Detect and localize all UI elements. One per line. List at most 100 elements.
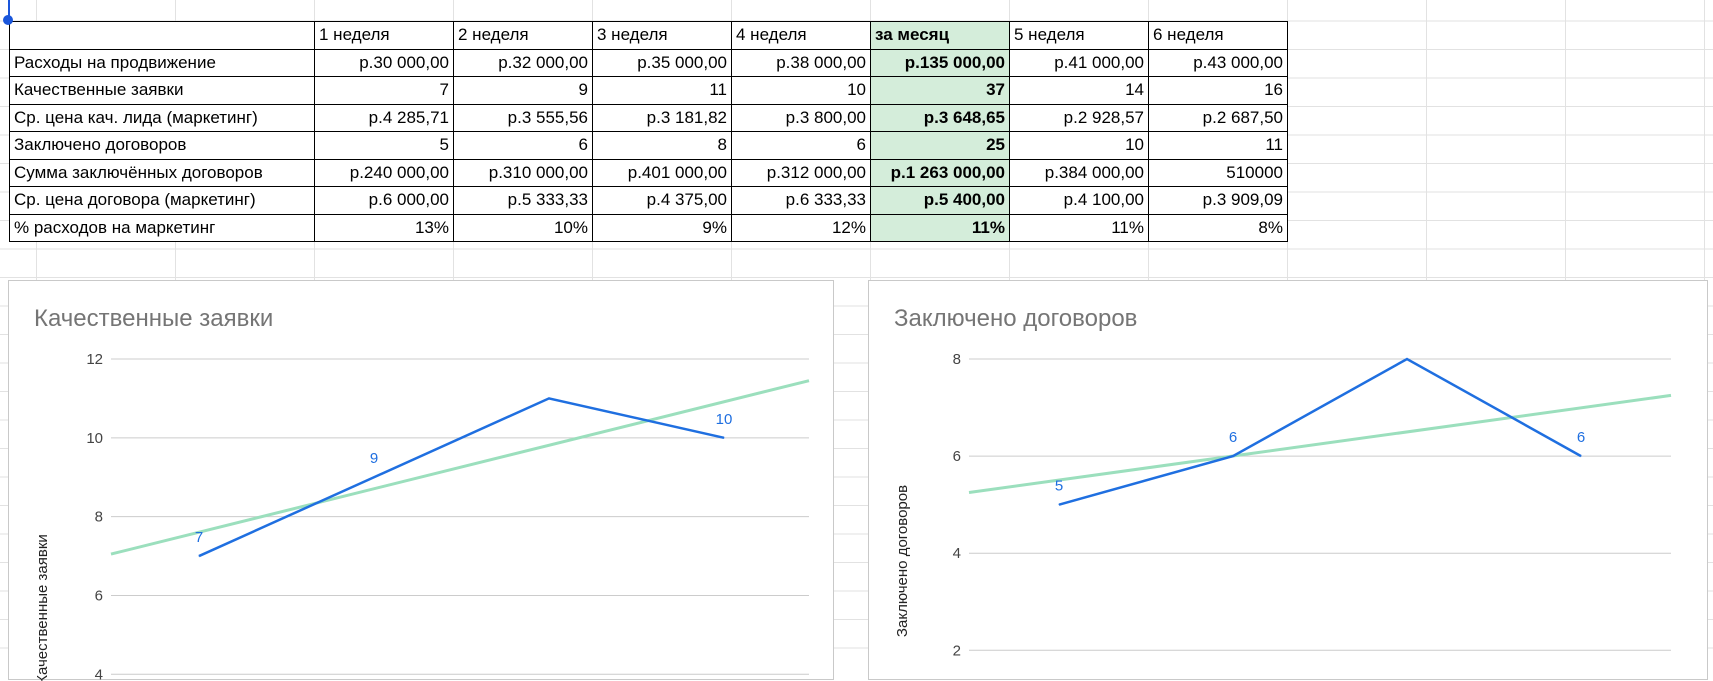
row-label-cell[interactable]: Ср. цена договора (маркетинг) <box>9 186 315 215</box>
trendline <box>110 379 810 556</box>
data-point <box>723 437 725 439</box>
selection-handle-line[interactable] <box>8 0 10 20</box>
column-header-cell[interactable]: 3 неделя <box>592 21 732 50</box>
chart-plot: 4 6 8 10 12 Качественные заявки 7 9 10 <box>34 351 810 681</box>
column-header-cell[interactable]: 6 неделя <box>1148 21 1288 50</box>
table-row: Качественные заявки 7 9 11 10 37 14 16 <box>9 76 1288 105</box>
table-row: Ср. цена кач. лида (маркетинг) р.4 285,71… <box>9 103 1288 132</box>
column-header-cell[interactable]: 1 неделя <box>314 21 454 50</box>
y-tick-label: 8 <box>953 351 961 368</box>
value-cell[interactable]: 11% <box>870 213 1010 242</box>
y-tick-label: 6 <box>95 587 103 604</box>
data-label: 5 <box>1055 478 1063 495</box>
value-cell[interactable]: р.4 375,00 <box>592 186 732 215</box>
value-cell[interactable]: 9 <box>453 76 593 105</box>
data-point <box>1406 358 1408 360</box>
value-cell[interactable]: р.312 000,00 <box>731 158 871 187</box>
chart-title: Заключено договоров <box>894 305 1138 332</box>
value-cell[interactable]: р.43 000,00 <box>1148 48 1288 77</box>
value-cell[interactable]: р.401 000,00 <box>592 158 732 187</box>
value-cell[interactable]: 14 <box>1009 76 1149 105</box>
value-cell[interactable]: 11 <box>592 76 732 105</box>
y-tick-label: 6 <box>953 448 961 465</box>
column-header-cell[interactable]: за месяц <box>870 21 1010 50</box>
value-cell[interactable]: 16 <box>1148 76 1288 105</box>
chart-title: Качественные заявки <box>34 305 274 332</box>
value-cell[interactable]: 6 <box>453 131 593 160</box>
header-row: 1 неделя 2 неделя 3 неделя 4 неделя за месяц… <box>9 21 1288 50</box>
value-cell[interactable]: 25 <box>870 131 1010 160</box>
value-cell[interactable]: 10 <box>1009 131 1149 160</box>
value-cell[interactable]: р.2 687,50 <box>1148 103 1288 132</box>
chart-quality-leads[interactable]: Качественные заявки 4 6 8 10 12 Качественные … <box>8 280 834 681</box>
value-cell[interactable]: 8% <box>1148 213 1288 242</box>
value-cell[interactable]: р.310 000,00 <box>453 158 593 187</box>
value-cell[interactable]: р.3 648,65 <box>870 103 1010 132</box>
y-tick-label: 4 <box>95 666 103 681</box>
value-cell[interactable]: р.6 333,33 <box>731 186 871 215</box>
value-cell[interactable]: 6 <box>731 131 871 160</box>
y-tick-label: 2 <box>953 642 961 659</box>
row-label-cell[interactable]: Заключено договоров <box>9 131 315 160</box>
value-cell[interactable]: р.135 000,00 <box>870 48 1010 77</box>
value-cell[interactable]: р.3 909,09 <box>1148 186 1288 215</box>
chart-plot: 2 4 6 8 Заключено договоров 5 6 6 <box>894 351 1672 659</box>
data-label: 9 <box>370 450 378 467</box>
table-row: % расходов на маркетинг 13% 10% 9% 12% 11% 11%… <box>9 213 1288 242</box>
value-cell[interactable]: 7 <box>314 76 454 105</box>
value-cell[interactable]: р.4 285,71 <box>314 103 454 132</box>
data-point <box>373 476 375 478</box>
column-header-cell[interactable]: 4 неделя <box>731 21 871 50</box>
data-point <box>548 397 550 399</box>
chart-contracts[interactable]: Заключено договоров 2 4 6 8 Заключено догово… <box>868 280 1708 680</box>
column-header-cell[interactable]: 5 неделя <box>1009 21 1149 50</box>
value-cell[interactable]: 9% <box>592 213 732 242</box>
value-cell[interactable]: р.35 000,00 <box>592 48 732 77</box>
row-label-cell[interactable]: % расходов на маркетинг <box>9 213 315 242</box>
value-cell[interactable]: р.30 000,00 <box>314 48 454 77</box>
value-cell[interactable]: р.32 000,00 <box>453 48 593 77</box>
value-cell[interactable]: р.6 000,00 <box>314 186 454 215</box>
value-cell[interactable]: 10% <box>453 213 593 242</box>
table-row: Заключено договоров 5 6 8 6 25 10 11 <box>9 131 1288 160</box>
value-cell[interactable]: р.3 555,56 <box>453 103 593 132</box>
row-label-cell[interactable]: Расходы на продвижение <box>9 48 315 77</box>
row-label-cell[interactable]: Сумма заключённых договоров <box>9 158 315 187</box>
value-cell[interactable]: 12% <box>731 213 871 242</box>
y-tick-label: 10 <box>86 430 103 447</box>
data-label: 7 <box>195 529 203 546</box>
value-cell[interactable]: 510000 <box>1148 158 1288 187</box>
data-point <box>1232 455 1234 457</box>
value-cell[interactable]: 11 <box>1148 131 1288 160</box>
value-cell[interactable]: р.1 263 000,00 <box>870 158 1010 187</box>
selection-handle[interactable] <box>3 15 13 25</box>
value-cell[interactable]: 10 <box>731 76 871 105</box>
row-label-cell[interactable]: Ср. цена кач. лида (маркетинг) <box>9 103 315 132</box>
value-cell[interactable]: р.5 400,00 <box>870 186 1010 215</box>
value-cell[interactable]: р.3 181,82 <box>592 103 732 132</box>
column-header-cell[interactable]: 2 неделя <box>453 21 593 50</box>
row-label-cell[interactable]: Качественные заявки <box>9 76 315 105</box>
value-cell[interactable]: 37 <box>870 76 1010 105</box>
y-axis-title: Заключено договоров <box>894 485 911 637</box>
data-label: 10 <box>716 411 733 428</box>
value-cell[interactable]: 5 <box>314 131 454 160</box>
table-row: Сумма заключённых договоров р.240 000,00 р… <box>9 158 1288 187</box>
value-cell[interactable]: р.2 928,57 <box>1009 103 1149 132</box>
value-cell[interactable]: 11% <box>1009 213 1149 242</box>
corner-cell[interactable] <box>9 21 315 50</box>
table-row: Ср. цена договора (маркетинг) р.6 000,00 р… <box>9 186 1288 215</box>
value-cell[interactable]: 13% <box>314 213 454 242</box>
value-cell[interactable]: р.240 000,00 <box>314 158 454 187</box>
value-cell[interactable]: р.3 800,00 <box>731 103 871 132</box>
value-cell[interactable]: р.5 333,33 <box>453 186 593 215</box>
series-line <box>198 397 725 558</box>
data-label: 6 <box>1229 429 1237 446</box>
value-cell[interactable]: р.384 000,00 <box>1009 158 1149 187</box>
value-cell[interactable]: р.41 000,00 <box>1009 48 1149 77</box>
data-point <box>198 555 200 557</box>
y-axis-title: Качественные заявки <box>34 534 51 681</box>
value-cell[interactable]: р.38 000,00 <box>731 48 871 77</box>
value-cell[interactable]: 8 <box>592 131 732 160</box>
value-cell[interactable]: р.4 100,00 <box>1009 186 1149 215</box>
